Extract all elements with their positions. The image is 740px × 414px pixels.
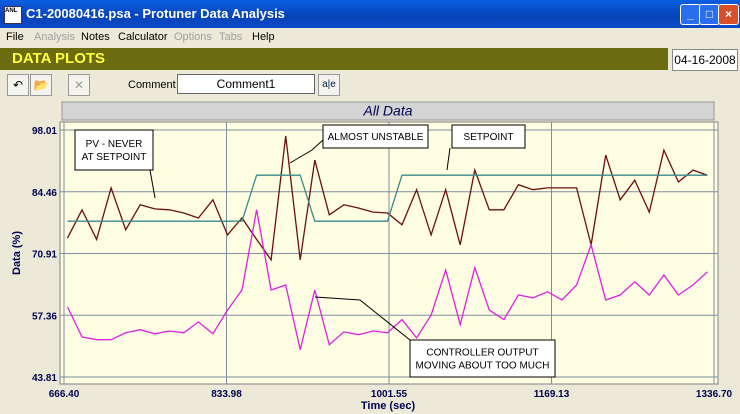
annotation-text: MOVING ABOUT TOO MUCH bbox=[416, 361, 550, 372]
y-tick-label: 57.36 bbox=[32, 311, 57, 322]
minimize-button[interactable]: _ bbox=[680, 4, 701, 25]
annotation-box bbox=[409, 339, 556, 378]
x-tick-label: 1001.55 bbox=[371, 389, 408, 400]
y-tick-label: 84.46 bbox=[32, 188, 57, 199]
open-button[interactable]: 📂 bbox=[30, 74, 52, 96]
annotation-box bbox=[451, 124, 526, 149]
annotation-text: ALMOST UNSTABLE bbox=[328, 132, 424, 143]
x-tick-label: 1336.70 bbox=[696, 389, 733, 400]
window-title: C1-20080416.psa - Protuner Data Analysis bbox=[26, 6, 285, 21]
chart-title: All Data bbox=[362, 103, 412, 119]
date-field: 04-16-2008 bbox=[672, 49, 738, 71]
y-axis-label: Data (%) bbox=[11, 231, 23, 275]
title-bar: ANL C1-20080416.psa - Protuner Data Anal… bbox=[0, 0, 740, 28]
series-line bbox=[67, 174, 708, 222]
y-tick-label: 98.01 bbox=[32, 126, 57, 137]
close-button[interactable]: × bbox=[718, 4, 739, 25]
toolbar: ↶ 📂 ✕ Comment Comment1 a|e bbox=[0, 72, 740, 98]
y-tick-label: 43.81 bbox=[32, 373, 57, 384]
annotation-text: PV - NEVER bbox=[86, 139, 143, 150]
app-icon: ANL bbox=[4, 6, 22, 24]
menu-item[interactable]: Help bbox=[252, 31, 275, 43]
chart-title-bar bbox=[61, 101, 715, 121]
menu-item[interactable]: Notes bbox=[81, 31, 110, 43]
maximize-button[interactable]: □ bbox=[699, 4, 720, 25]
annotation-arrow bbox=[149, 169, 156, 199]
menu-item[interactable]: Tabs bbox=[219, 31, 243, 43]
delete-button[interactable]: ✕ bbox=[68, 74, 90, 96]
annotation-arrow bbox=[314, 296, 411, 341]
spell-button[interactable]: a|e bbox=[318, 74, 340, 96]
series-line bbox=[66, 209, 708, 350]
annotation-text: CONTROLLER OUTPUT bbox=[426, 348, 538, 359]
menu-bar: File Analysis Notes Calculator Options Tabs He… bbox=[0, 28, 740, 46]
annotation-text: AT SETPOINT bbox=[82, 152, 147, 163]
menu-item[interactable]: Calculator bbox=[118, 31, 168, 43]
comment-input[interactable]: Comment1 bbox=[177, 74, 315, 94]
annotation-box bbox=[74, 129, 154, 171]
annotation-arrow bbox=[289, 139, 324, 164]
menu-item[interactable]: File bbox=[6, 31, 24, 43]
header-title: DATA PLOTS bbox=[0, 48, 668, 70]
comment-label: Comment bbox=[128, 79, 176, 91]
menu-item[interactable]: Analysis bbox=[34, 31, 75, 43]
annotation-arrow bbox=[446, 147, 451, 171]
series-line bbox=[66, 135, 708, 262]
header-bar: DATA PLOTS 04-16-2008 bbox=[0, 48, 740, 72]
x-axis-label: Time (sec) bbox=[361, 400, 416, 412]
x-tick-label: 833.98 bbox=[211, 389, 242, 400]
annotation-box bbox=[322, 124, 429, 149]
annotation-text: SETPOINT bbox=[463, 132, 513, 143]
x-tick-label: 666.40 bbox=[49, 389, 80, 400]
chart: All Data PV - NEVER AT SETPOINT ALMOST UNS… bbox=[11, 101, 733, 412]
menu-item[interactable]: Options bbox=[174, 31, 212, 43]
x-tick-label: 1169.13 bbox=[534, 389, 570, 400]
undo-button[interactable]: ↶ bbox=[7, 74, 29, 96]
y-tick-label: 70.91 bbox=[32, 250, 57, 261]
